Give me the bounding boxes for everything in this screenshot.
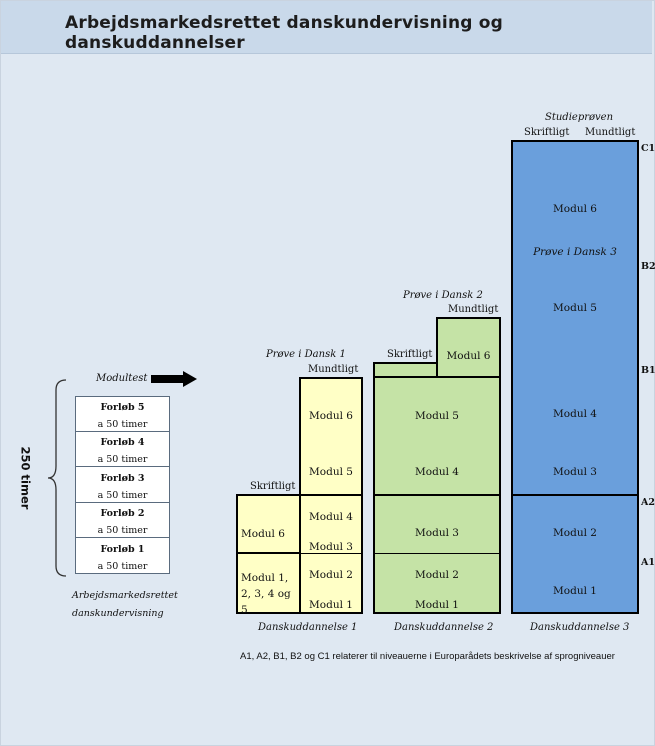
du1-module-4-label: Modul 4: [309, 511, 353, 523]
du2-module-4: Modul 4: [373, 435, 501, 496]
du2-exam-label: Prøve i Dansk 2: [403, 290, 483, 301]
du3-module-1: Modul 1: [511, 554, 639, 614]
du1-written-block-upper: Modul 6: [236, 494, 300, 554]
du3-module-1-label: Modul 1: [553, 585, 597, 597]
du3-module-5: Modul 5: [511, 259, 639, 364]
du1-module-2-label: Modul 2: [309, 569, 353, 581]
du1-written-label: Skriftligt: [250, 481, 296, 492]
du1-oral-label: Mundtligt: [308, 364, 359, 375]
course-box-4: Forløb 4 a 50 timer: [75, 431, 170, 467]
curly-brace-icon: [47, 379, 67, 577]
du2-module-6: Modul 6: [436, 317, 501, 378]
du3-module-4-label: Modul 4: [553, 408, 597, 420]
du2-module-2: Modul 2: [373, 553, 501, 584]
du3-exam-mid-label: Prøve i Dansk 3: [533, 246, 617, 258]
du2-module-3-label: Modul 3: [415, 527, 459, 539]
du3-exam-top-label: Studieprøven: [545, 112, 614, 123]
du1-module-6: Modul 6: [299, 377, 363, 437]
level-a2: A2: [641, 497, 655, 508]
du3-module-3: Modul 3: [511, 436, 639, 496]
du1-exam-label: Prøve i Dansk 1: [266, 349, 346, 360]
du2-caption: Danskuddannelse 2: [394, 622, 494, 633]
du1-written-module-1-5: Modul 1, 2, 3, 4 og 5: [241, 572, 291, 616]
course-hours: a 50 timer: [97, 454, 148, 465]
du1-module-3-label: Modul 3: [309, 541, 353, 553]
du3-module-5-label: Modul 5: [553, 302, 597, 314]
course-name: Forløb 3: [100, 473, 145, 484]
du1-module-5-label: Modul 5: [309, 466, 353, 478]
left-caption-line2: danskundervisning: [72, 608, 164, 619]
course-hours: a 50 timer: [97, 490, 148, 501]
du1-module-3: Modul 3: [299, 524, 363, 554]
footnote: A1, A2, B1, B2 og C1 relaterer til nivea…: [240, 651, 615, 662]
du2-module-6-label: Modul 6: [446, 350, 491, 362]
du2-module-5: Modul 5: [373, 376, 501, 436]
du3-module-4: Modul 4: [511, 363, 639, 437]
page-title: Arbejdsmarkedsrettet danskundervisning o…: [65, 13, 503, 53]
level-a1: A1: [641, 557, 655, 568]
du3-module-3-label: Modul 3: [553, 466, 597, 478]
du1-module-4: Modul 4: [299, 494, 363, 525]
modultest-label: Modultest: [96, 373, 148, 384]
du3-module-2: Modul 2: [511, 494, 639, 555]
du3-module-2-label: Modul 2: [553, 527, 597, 539]
du3-oral-label: Mundtligt: [585, 127, 636, 138]
du1-module-1-label: Modul 1: [309, 599, 353, 611]
course-name: Forløb 1: [100, 544, 145, 555]
course-box-5: Forløb 5 a 50 timer: [75, 396, 170, 432]
course-name: Forløb 2: [100, 508, 145, 519]
du2-module-1: Modul 1: [373, 583, 501, 614]
du2-module-3: Modul 3: [373, 494, 501, 554]
du2-module-2-label: Modul 2: [415, 569, 459, 581]
du3-caption: Danskuddannelse 3: [530, 622, 630, 633]
course-box-2: Forløb 2 a 50 timer: [75, 502, 170, 538]
du1-module-6-label: Modul 6: [309, 410, 353, 422]
du1-module-2: Modul 2: [299, 553, 363, 584]
course-name: Forløb 5: [100, 402, 145, 413]
du1-module-1: Modul 1: [299, 583, 363, 614]
du2-oral-label: Mundtligt: [448, 304, 499, 315]
level-c1: C1: [641, 143, 655, 154]
du3-module-6-label: Modul 6: [553, 203, 597, 215]
course-name: Forløb 4: [100, 437, 145, 448]
du2-written-label: Skriftligt: [387, 349, 433, 360]
hours-label: 250 timer: [18, 446, 33, 510]
du1-caption: Danskuddannelse 1: [258, 622, 358, 633]
du3-written-label: Skriftligt: [524, 127, 570, 138]
du2-module-4-label: Modul 4: [415, 466, 459, 478]
course-box-3: Forløb 3 a 50 timer: [75, 466, 170, 503]
header-bar: Arbejdsmarkedsrettet danskundervisning o…: [1, 1, 652, 54]
du3-module-6: Modul 6 Prøve i Dansk 3: [511, 140, 639, 260]
du2-module-1-label: Modul 1: [415, 599, 459, 611]
course-hours: a 50 timer: [97, 525, 148, 536]
du1-written-block-lower: Modul 1, 2, 3, 4 og 5: [236, 553, 300, 616]
du1-module-5: Modul 5: [299, 436, 363, 496]
course-hours: a 50 timer: [97, 561, 148, 572]
course-hours: a 50 timer: [97, 419, 148, 430]
right-arrow-icon: [151, 371, 197, 387]
du1-written-module-6: Modul 6: [241, 528, 285, 540]
level-b2: B2: [641, 261, 655, 272]
du2-written-strip: [373, 362, 438, 378]
level-b1: B1: [641, 365, 655, 376]
left-caption-line1: Arbejdsmarkedsrettet: [72, 590, 178, 601]
course-box-1: Forløb 1 a 50 timer: [75, 537, 170, 574]
du2-module-5-label: Modul 5: [415, 410, 459, 422]
